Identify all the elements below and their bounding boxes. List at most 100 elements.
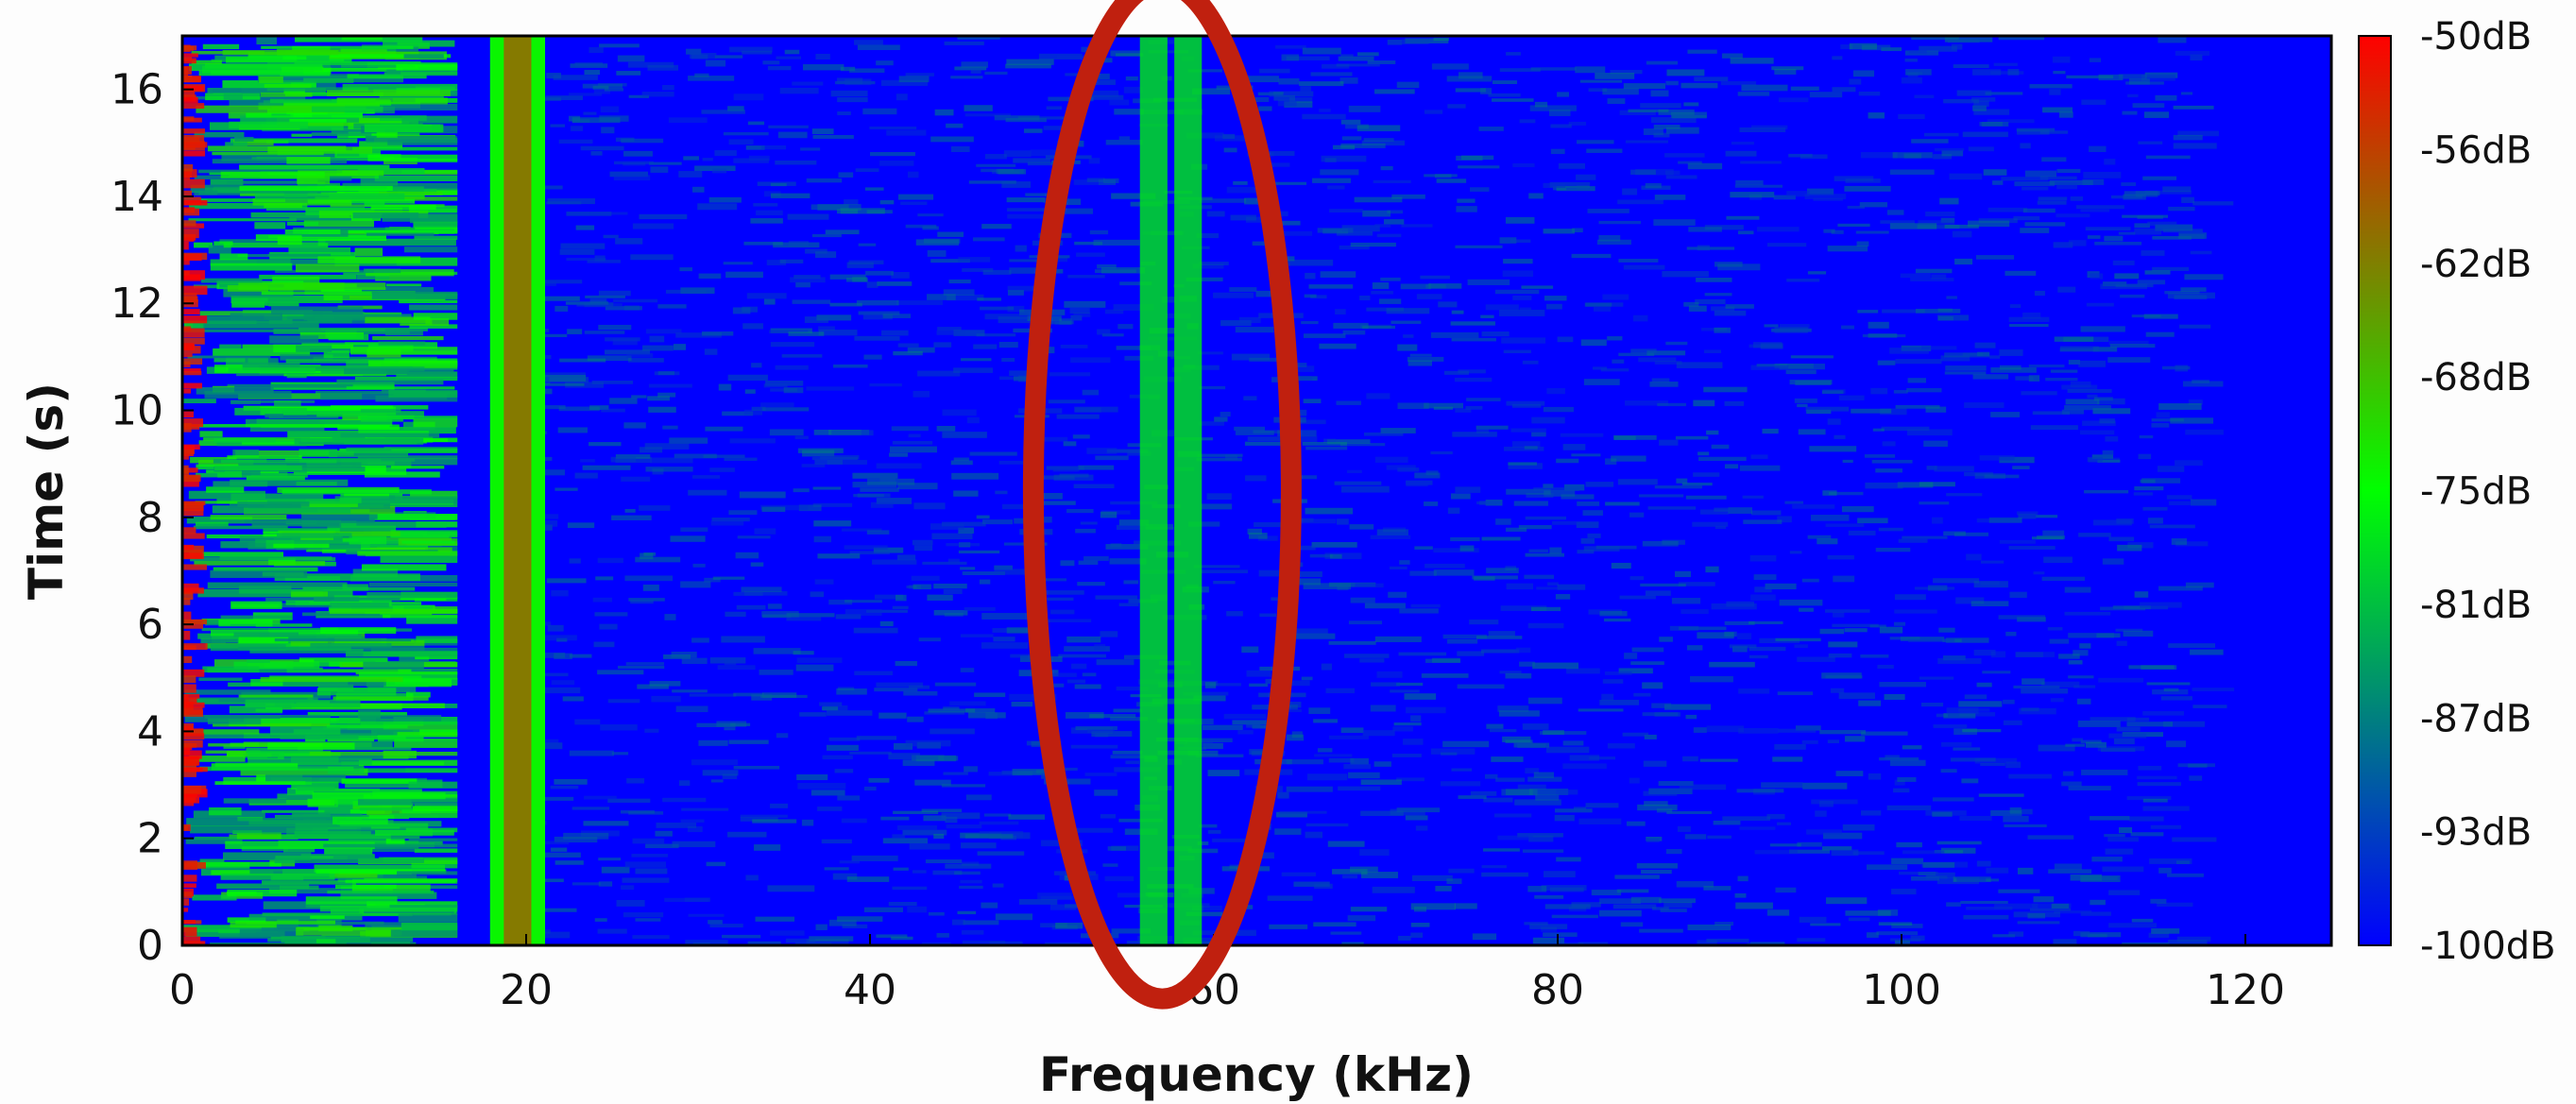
noise-cell (229, 705, 282, 714)
x-tick-label: 80 (1531, 966, 1584, 1014)
noise-cell (1525, 552, 1565, 557)
noise-cell (1789, 551, 1802, 554)
noise-cell (913, 584, 931, 590)
noise-cell (1404, 693, 1437, 700)
noise-cell (363, 661, 424, 670)
noise-cell (1860, 654, 1889, 658)
noise-cell (1414, 472, 1441, 479)
noise-cell (1506, 488, 1551, 495)
noise-cell (1193, 565, 1240, 569)
noise-cell (705, 426, 743, 432)
noise-cell (1528, 835, 1554, 842)
noise-cell (1433, 569, 1475, 576)
noise-cell (182, 328, 205, 338)
noise-cell (1690, 675, 1733, 683)
noise-cell (1047, 597, 1074, 601)
noise-cell (819, 702, 843, 706)
noise-cell (2134, 223, 2150, 229)
noise-cell (345, 651, 458, 657)
noise-cell (301, 519, 342, 528)
noise-cell (1017, 116, 1066, 120)
noise-cell (1953, 747, 1981, 751)
noise-cell (1360, 779, 1402, 786)
noise-cell (182, 85, 204, 92)
noise-cell (1795, 725, 1821, 731)
noise-cell (1886, 210, 1904, 215)
noise-cell (797, 448, 844, 453)
noise-cell (793, 488, 810, 493)
noise-cell (1900, 273, 1931, 279)
noise-cell (2018, 513, 2037, 519)
noise-cell (379, 191, 443, 195)
noise-cell (303, 314, 412, 321)
noise-cell (2078, 533, 2111, 537)
noise-cell (200, 278, 263, 283)
noise-cell (2048, 869, 2092, 874)
noise-cell (589, 405, 609, 411)
noise-cell (2140, 602, 2182, 608)
noise-cell (2065, 399, 2100, 405)
noise-cell (912, 755, 945, 761)
noise-cell (1279, 810, 1327, 814)
noise-cell (597, 928, 627, 934)
noise-cell (1875, 468, 1902, 473)
noise-cell (1390, 320, 1422, 324)
noise-cell (1919, 482, 1955, 487)
noise-cell (1740, 161, 1782, 164)
noise-cell (2020, 228, 2050, 233)
noise-cell (1932, 811, 1953, 817)
noise-cell (2126, 717, 2150, 722)
noise-cell (2190, 649, 2224, 655)
noise-cell (1213, 292, 1254, 298)
noise-cell (1064, 300, 1106, 308)
noise-cell (239, 535, 343, 542)
noise-cell (365, 316, 431, 324)
noise-cell (930, 136, 974, 143)
noise-cell (1617, 479, 1658, 485)
noise-cell (1852, 851, 1885, 856)
noise-cell (854, 335, 900, 341)
noise-cell (1819, 628, 1845, 635)
noise-cell (1870, 387, 1888, 395)
noise-cell (1931, 517, 1943, 524)
noise-cell (1919, 501, 1950, 505)
noise-cell (1738, 230, 1754, 235)
noise-cell (1074, 684, 1101, 689)
noise-cell (1006, 627, 1046, 634)
noise-cell (1980, 560, 2005, 564)
noise-cell (615, 137, 635, 143)
noise-cell (1664, 153, 1705, 158)
noise-cell (2005, 270, 2037, 276)
noise-cell (1220, 411, 1231, 417)
noise-cell (226, 57, 352, 63)
noise-cell (1980, 581, 2000, 586)
noise-cell (2157, 902, 2193, 907)
noise-cell (182, 274, 201, 281)
noise-cell (554, 487, 578, 491)
noise-cell (2039, 176, 2077, 180)
noise-cell (2139, 435, 2154, 439)
noise-cell (1705, 566, 1719, 573)
noise-cell (1936, 713, 1949, 718)
noise-cell (1959, 816, 1992, 822)
noise-cell (1323, 438, 1337, 444)
noise-cell (2073, 685, 2096, 688)
noise-cell (1313, 719, 1338, 723)
noise-cell (727, 106, 744, 111)
noise-cell (1937, 657, 1982, 664)
noise-cell (337, 424, 400, 431)
noise-cell (597, 557, 623, 564)
noise-cell (1095, 595, 1138, 600)
noise-cell (1338, 56, 1374, 61)
noise-cell (182, 53, 198, 58)
noise-cell (1415, 825, 1428, 831)
noise-cell (2166, 495, 2192, 500)
noise-cell (637, 684, 669, 689)
noise-cell (1923, 440, 1948, 448)
noise-cell (291, 756, 339, 764)
noise-cell (182, 116, 195, 121)
noise-cell (219, 239, 326, 244)
noise-cell (541, 375, 587, 382)
noise-cell (828, 919, 857, 926)
noise-cell (1797, 841, 1822, 847)
